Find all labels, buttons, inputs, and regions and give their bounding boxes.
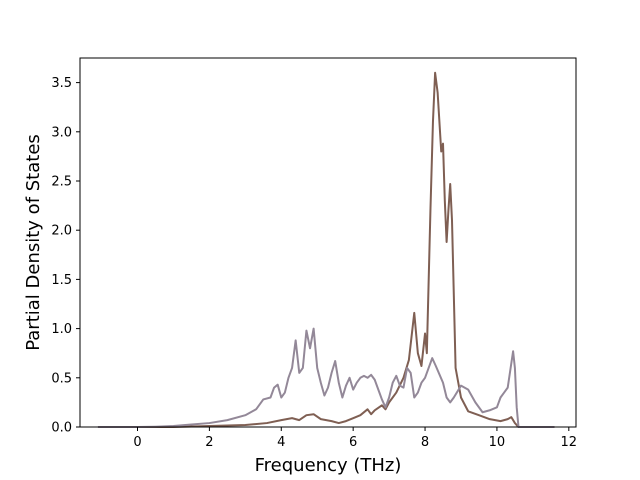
series-line-2 bbox=[97, 327, 555, 428]
y-tick-label: 1.5 bbox=[51, 273, 72, 288]
y-tick-label: 2.5 bbox=[51, 175, 72, 190]
x-axis-label: Frequency (THz) bbox=[255, 455, 402, 476]
plot-frame bbox=[79, 57, 577, 428]
y-axis-ticks: 0.0 0.5 1.0 1.5 2.0 2.5 3.0 3.5 bbox=[51, 76, 80, 436]
y-tick-label: 1.0 bbox=[51, 322, 72, 337]
plot-lines bbox=[97, 71, 555, 428]
x-tick-label: 12 bbox=[561, 435, 578, 450]
x-tick-label: 6 bbox=[349, 435, 357, 450]
series-line-1 bbox=[97, 71, 555, 428]
x-tick-label: 10 bbox=[489, 435, 506, 450]
y-tick-label: 2.0 bbox=[51, 224, 72, 239]
y-tick-label: 3.0 bbox=[51, 125, 72, 140]
y-tick-label: 0.5 bbox=[51, 371, 72, 386]
x-tick-label: 2 bbox=[205, 435, 213, 450]
x-tick-label: 4 bbox=[277, 435, 285, 450]
x-axis-ticks: 0 2 4 6 8 10 12 bbox=[133, 427, 577, 450]
y-tick-label: 3.5 bbox=[51, 76, 72, 91]
y-axis-label: Partial Density of States bbox=[23, 134, 44, 351]
x-tick-label: 8 bbox=[421, 435, 429, 450]
x-tick-label: 0 bbox=[133, 435, 141, 450]
y-tick-label: 0.0 bbox=[51, 421, 72, 436]
